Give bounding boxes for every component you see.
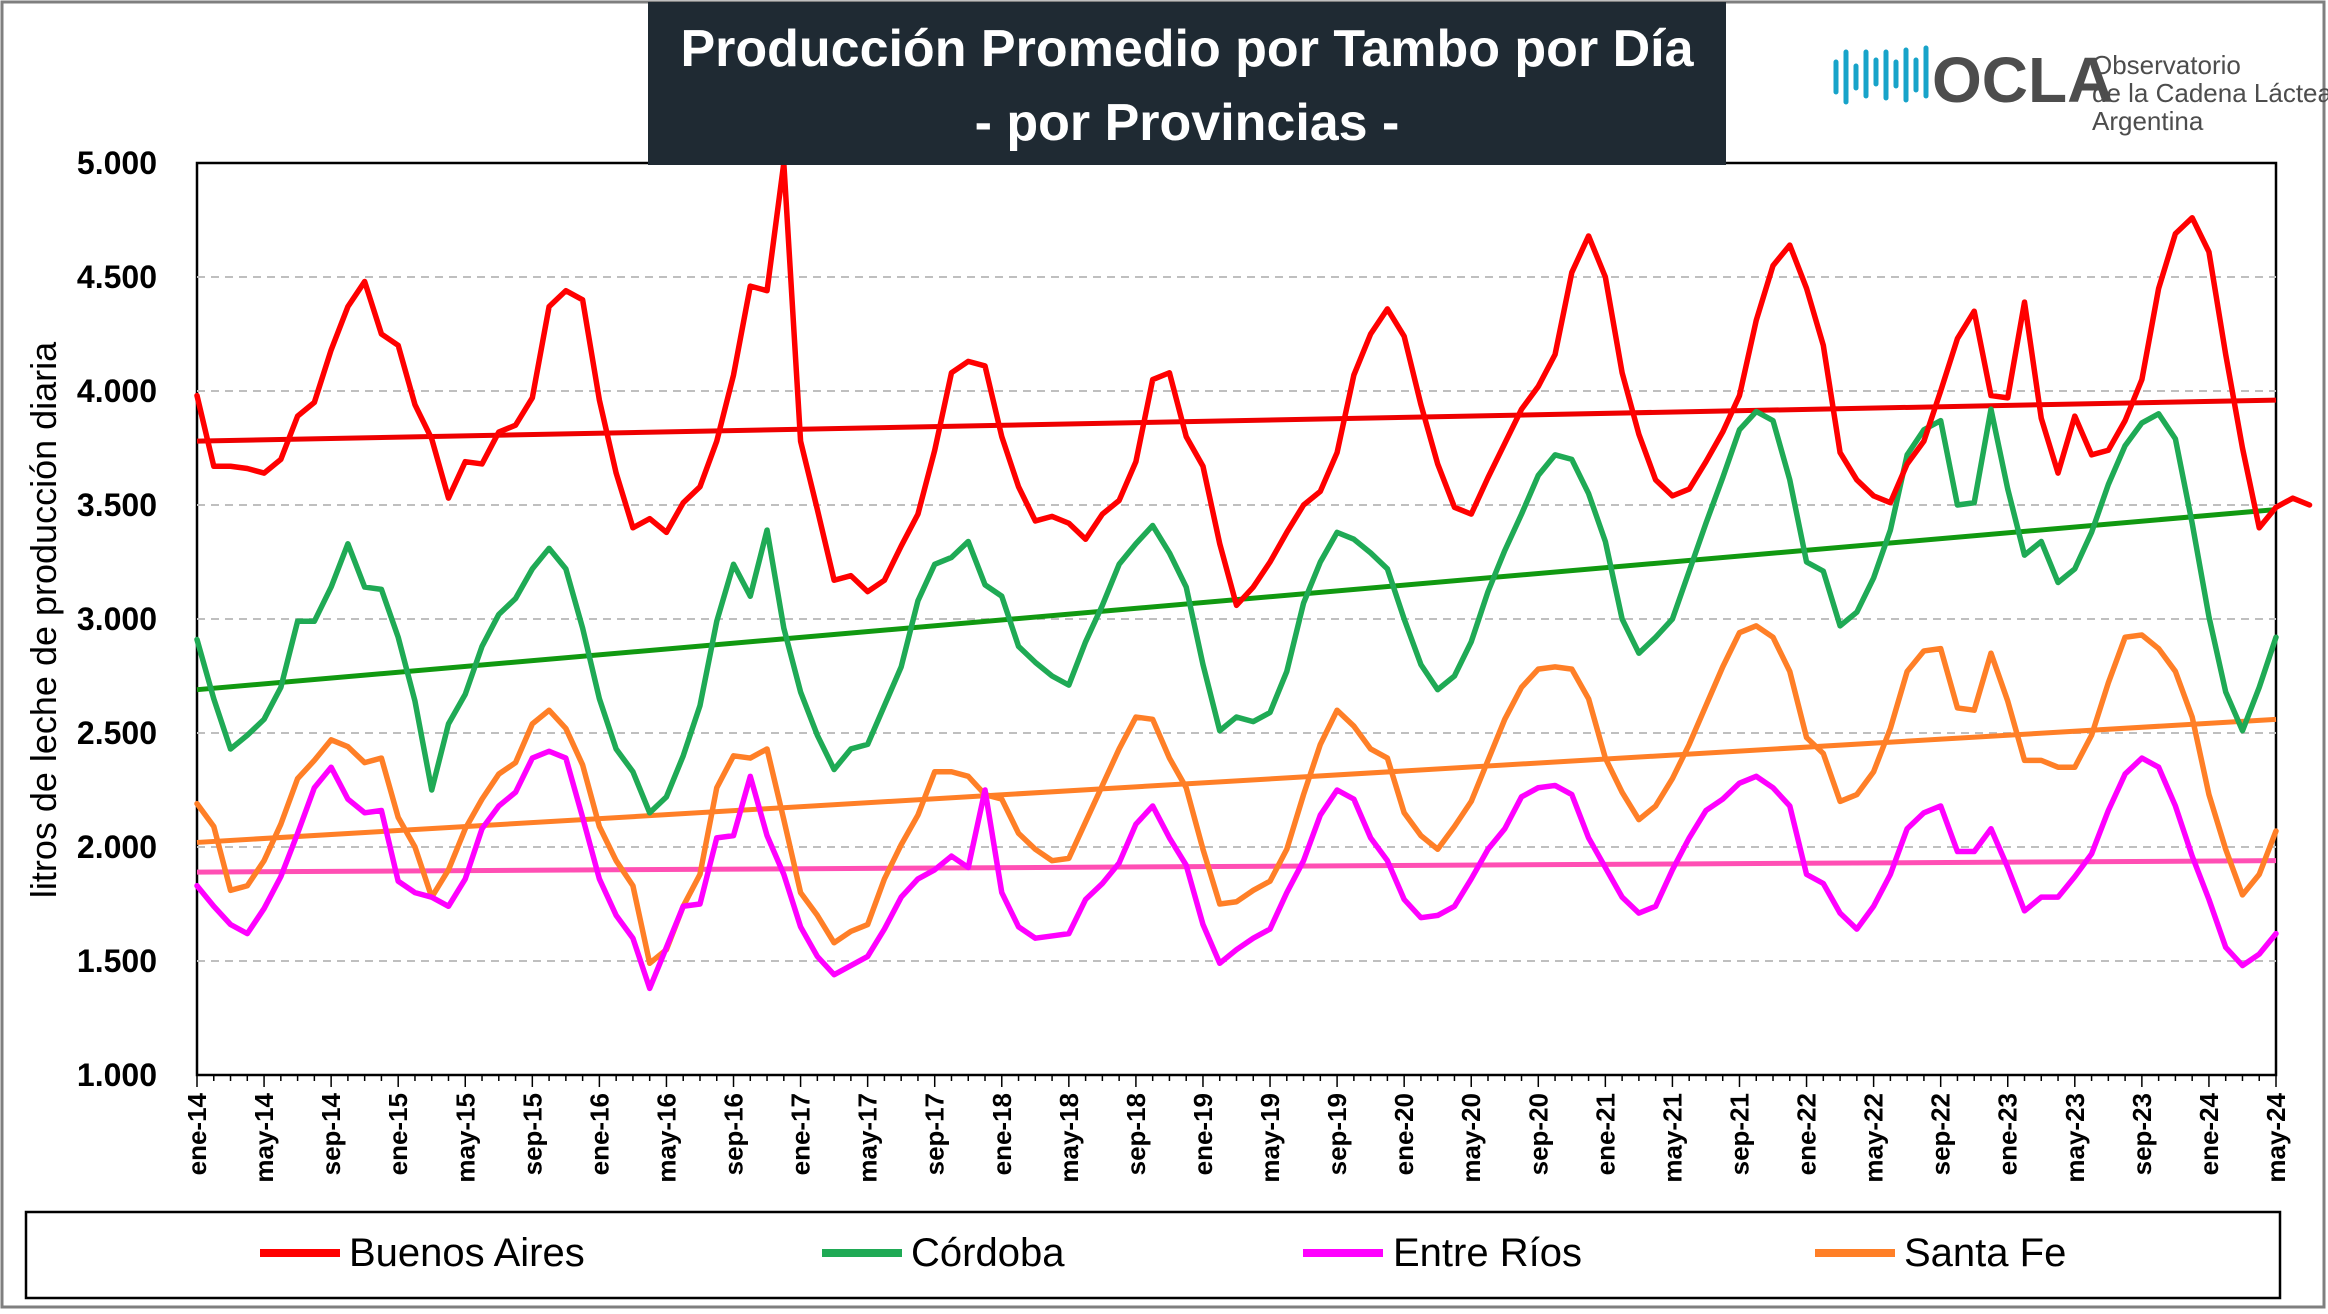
logo-line1: Observatorio bbox=[2092, 50, 2241, 80]
y-tick-label: 3.000 bbox=[77, 601, 157, 637]
x-tick-label: may-23 bbox=[2060, 1093, 2090, 1183]
x-tick-label: may-20 bbox=[1456, 1093, 1486, 1183]
x-tick-label: ene-21 bbox=[1590, 1093, 1620, 1175]
y-tick-label: 5.000 bbox=[77, 145, 157, 181]
x-tick-label: may-24 bbox=[2261, 1092, 2291, 1182]
legend-label-cordoba: Córdoba bbox=[911, 1231, 1065, 1275]
trend-line-santa-fe bbox=[196, 716, 2277, 845]
chart-title-line1: Producción Promedio por Tambo por Día bbox=[680, 20, 1694, 78]
x-tick-label: sep-14 bbox=[316, 1092, 346, 1175]
x-tick-label: may-22 bbox=[1859, 1093, 1889, 1183]
y-tick-label: 1.500 bbox=[77, 943, 157, 979]
x-tick-label: sep-18 bbox=[1121, 1093, 1151, 1175]
x-tick-label: ene-14 bbox=[182, 1092, 212, 1175]
x-tick-label: ene-24 bbox=[2194, 1092, 2224, 1175]
trend-line-entre-rios bbox=[196, 858, 2277, 875]
x-tick-label: sep-21 bbox=[1724, 1093, 1754, 1175]
series-line-entre-rios bbox=[194, 748, 2279, 992]
x-tick-label: ene-16 bbox=[584, 1093, 614, 1175]
x-tick-label: ene-22 bbox=[1792, 1093, 1822, 1175]
legend-item-cordoba: Córdoba bbox=[822, 1231, 1065, 1275]
x-tick-label: sep-19 bbox=[1322, 1093, 1352, 1175]
x-tick-label: sep-15 bbox=[517, 1093, 547, 1175]
legend-label-entre-rios: Entre Ríos bbox=[1393, 1231, 1582, 1275]
x-tick-label: ene-17 bbox=[786, 1093, 816, 1175]
x-axis-ticks: ene-14 may-14 sep-14 ene-15 may-15 sep-15 ene-… bbox=[182, 1075, 2291, 1183]
x-tick-label: sep-16 bbox=[719, 1093, 749, 1175]
x-tick-label: may-17 bbox=[853, 1093, 883, 1183]
wave-icon bbox=[1833, 45, 1929, 105]
legend-item-buenos-aires: Buenos Aires bbox=[260, 1231, 585, 1275]
x-tick-label: sep-17 bbox=[920, 1093, 950, 1175]
x-tick-label: may-21 bbox=[1657, 1093, 1687, 1183]
x-tick-label: may-18 bbox=[1054, 1093, 1084, 1183]
legend-item-entre-rios: Entre Ríos bbox=[1303, 1231, 1582, 1275]
legend-box bbox=[24, 1210, 2282, 1300]
x-tick-label: ene-20 bbox=[1389, 1093, 1419, 1175]
logo-line2: de la Cadena Láctea bbox=[2092, 78, 2328, 108]
y-axis-ticks: 1.000 1.500 2.000 2.500 3.000 3.500 4.000 4.500… bbox=[77, 145, 157, 1093]
logo-name: OCLA bbox=[1932, 44, 2113, 116]
y-tick-label: 4.000 bbox=[77, 373, 157, 409]
ocla-logo: OCLA Observatorio de la Cadena Láctea Ar… bbox=[1833, 44, 2328, 136]
x-tick-label: ene-23 bbox=[1993, 1093, 2023, 1175]
x-tick-label: sep-20 bbox=[1523, 1093, 1553, 1175]
chart-title-line2: - por Provincias - bbox=[975, 94, 1400, 152]
x-tick-label: sep-22 bbox=[1926, 1093, 1956, 1175]
grid-layer bbox=[197, 276, 2276, 962]
legend-item-santa-fe: Santa Fe bbox=[1815, 1231, 2066, 1275]
x-tick-label: may-16 bbox=[651, 1093, 681, 1183]
x-tick-label: sep-23 bbox=[2127, 1093, 2157, 1175]
y-axis-label: litros de leche de producción diaria bbox=[23, 341, 64, 898]
series-lines bbox=[194, 160, 2313, 992]
y-tick-label: 3.500 bbox=[77, 487, 157, 523]
title-box bbox=[648, 2, 1726, 165]
x-tick-label: ene-18 bbox=[987, 1093, 1017, 1175]
x-tick-label: ene-19 bbox=[1188, 1093, 1218, 1175]
x-tick-label: ene-15 bbox=[383, 1093, 413, 1175]
y-tick-label: 4.500 bbox=[77, 259, 157, 295]
legend-label-buenos-aires: Buenos Aires bbox=[349, 1231, 585, 1275]
x-tick-label: may-14 bbox=[249, 1092, 279, 1182]
series-line-santa-fe bbox=[194, 623, 2279, 967]
y-tick-label: 1.000 bbox=[77, 1057, 157, 1093]
legend-label-santa-fe: Santa Fe bbox=[1904, 1231, 2066, 1275]
logo-line3: Argentina bbox=[2092, 106, 2204, 136]
series-line-buenos-aires bbox=[194, 160, 2313, 609]
x-tick-label: may-19 bbox=[1255, 1093, 1285, 1183]
y-tick-label: 2.500 bbox=[77, 715, 157, 751]
y-tick-label: 2.000 bbox=[77, 829, 157, 865]
trend-line-buenos-aires bbox=[196, 397, 2277, 444]
x-tick-label: may-15 bbox=[450, 1093, 480, 1183]
